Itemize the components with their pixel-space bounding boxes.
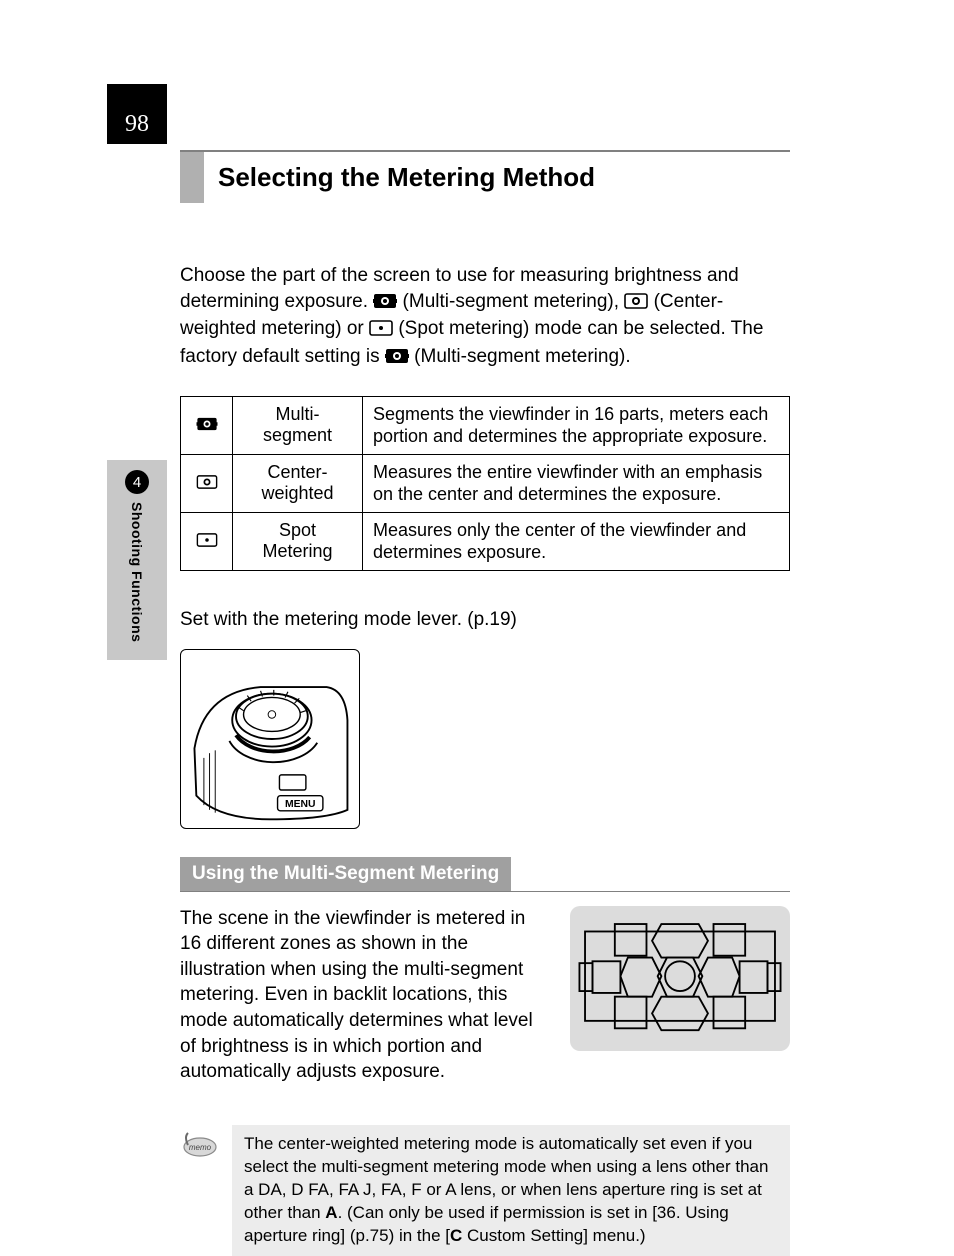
chapter-number-badge: 4 (125, 470, 149, 494)
section-heading: Selecting the Metering Method (180, 150, 790, 203)
svg-text:memo: memo (189, 1143, 212, 1152)
side-tab: 4 Shooting Functions (107, 460, 167, 660)
content-column: Selecting the Metering Method Choose the… (180, 150, 790, 1256)
svg-text:MENU: MENU (285, 799, 316, 810)
table-name-cell: Spot Metering (233, 512, 363, 570)
table-icon-cell (181, 512, 233, 570)
multi-segment-icon (196, 417, 218, 431)
lever-instruction: Set with the metering mode lever. (p.19) (180, 609, 790, 631)
chapter-title: Shooting Functions (129, 502, 145, 642)
page-number: 98 (125, 111, 149, 138)
intro-paragraph: Choose the part of the screen to use for… (180, 263, 790, 372)
chapter-number: 4 (133, 474, 141, 491)
center-weighted-icon (624, 291, 648, 317)
multi-segment-icon-2 (385, 346, 409, 372)
table-desc-cell: Segments the viewfinder in 16 parts, met… (363, 396, 790, 454)
table-row: Center-weighted Measures the entire view… (181, 454, 790, 512)
spot-icon (369, 318, 393, 344)
memo-bold-2: C (450, 1226, 462, 1245)
table-name-cell: Center-weighted (233, 454, 363, 512)
memo-box: The center-weighted metering mode is aut… (232, 1125, 790, 1256)
camera-dial-svg: MENU (185, 654, 355, 824)
zones-figure (570, 906, 790, 1051)
memo-icon: memo (180, 1125, 220, 1157)
page-number-tab: 98 (107, 84, 167, 144)
section-title: Selecting the Metering Method (204, 152, 595, 203)
subsection-body: The scene in the viewfinder is metered i… (180, 906, 550, 1085)
camera-illustration: MENU (180, 649, 360, 829)
intro-text-5: (Multi-segment metering). (409, 346, 631, 367)
memo-text-3: Custom Setting] menu.) (462, 1226, 645, 1245)
table-row: Multi-segment Segments the viewfinder in… (181, 396, 790, 454)
table-desc-cell: Measures only the center of the viewfind… (363, 512, 790, 570)
table-row: Spot Metering Measures only the center o… (181, 512, 790, 570)
multi-segment-icon (373, 291, 397, 317)
table-icon-cell (181, 396, 233, 454)
memo-bold-1: A (325, 1203, 337, 1222)
subsection-title: Using the Multi-Segment Metering (180, 857, 511, 891)
zones-svg (575, 911, 785, 1046)
subsection-heading-row: Using the Multi-Segment Metering (180, 857, 790, 892)
intro-text-2: (Multi-segment metering), (397, 291, 624, 312)
memo-row: memo The center-weighted metering mode i… (180, 1125, 790, 1256)
table-desc-cell: Measures the entire viewfinder with an e… (363, 454, 790, 512)
center-weighted-icon (196, 475, 218, 489)
subsection-body-row: The scene in the viewfinder is metered i… (180, 906, 790, 1085)
heading-bar (180, 152, 204, 203)
table-icon-cell (181, 454, 233, 512)
metering-table: Multi-segment Segments the viewfinder in… (180, 396, 790, 571)
spot-icon (196, 533, 218, 547)
table-name-cell: Multi-segment (233, 396, 363, 454)
